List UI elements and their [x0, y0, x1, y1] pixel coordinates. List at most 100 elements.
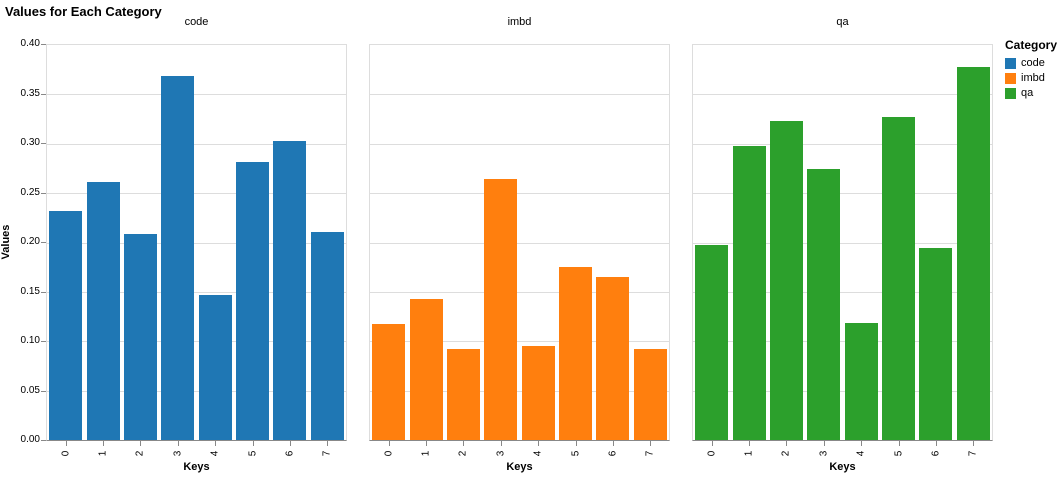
y-tick-mark [41, 44, 46, 45]
x-tick-mark [501, 441, 502, 446]
x-tick-mark [140, 441, 141, 446]
y-tick-mark [41, 341, 46, 342]
x-tick-label: 0 [383, 450, 395, 457]
bar-code-2 [124, 234, 157, 440]
x-tick-mark [936, 441, 937, 446]
x-tick-label: 5 [570, 450, 582, 457]
x-tick-label: 3 [172, 450, 184, 457]
facet-title-qa: qa [836, 16, 849, 28]
x-tick-mark [426, 441, 427, 446]
y-tick-label: 0.00 [20, 434, 40, 445]
x-tick-label: 2 [457, 450, 469, 457]
gridline [693, 243, 992, 244]
legend-title: Category [1005, 38, 1058, 52]
gridline [693, 292, 992, 293]
x-tick-mark [824, 441, 825, 446]
legend: Category code imbd qa [1005, 38, 1057, 101]
x-axis-title: Keys [829, 461, 856, 473]
x-tick-label: 7 [321, 450, 333, 457]
gridline [370, 144, 669, 145]
y-tick-mark [41, 292, 46, 293]
bar-qa-4 [845, 323, 878, 440]
gridline [370, 193, 669, 194]
y-tick-label: 0.05 [20, 385, 40, 396]
gridline [693, 391, 992, 392]
x-tick-mark [253, 441, 254, 446]
y-tick-mark [41, 440, 46, 441]
legend-label: code [1021, 57, 1045, 69]
bar-qa-3 [807, 169, 840, 440]
x-tick-label: 0 [706, 450, 718, 457]
bar-code-0 [49, 211, 82, 440]
gridline [370, 94, 669, 95]
x-tick-mark [66, 441, 67, 446]
gridline [693, 144, 992, 145]
y-tick-label: 0.40 [20, 38, 40, 49]
gridline [47, 144, 346, 145]
legend-label: qa [1021, 87, 1034, 99]
bar-imbd-3 [484, 179, 517, 440]
x-tick-label: 7 [644, 450, 656, 457]
bar-qa-0 [695, 245, 728, 440]
legend-item-imbd: imbd [1005, 71, 1057, 85]
qa-color-swatch [1005, 87, 1016, 99]
bar-code-3 [161, 76, 194, 440]
x-axis-title: Keys [506, 461, 533, 473]
y-tick-label: 0.25 [20, 187, 40, 198]
legend-item-code: code [1005, 56, 1057, 70]
x-tick-label: 1 [743, 450, 755, 457]
bar-qa-6 [919, 248, 952, 440]
x-tick-mark [389, 441, 390, 446]
x-tick-label: 2 [780, 450, 792, 457]
y-tick-mark [41, 94, 46, 95]
y-tick-label: 0.30 [20, 137, 40, 148]
x-tick-label: 6 [607, 450, 619, 457]
x-tick-label: 4 [532, 450, 544, 457]
y-tick-label: 0.20 [20, 236, 40, 247]
bar-code-7 [311, 232, 344, 440]
x-tick-mark [613, 441, 614, 446]
gridline [47, 193, 346, 194]
gridline [47, 243, 346, 244]
y-tick-label: 0.15 [20, 286, 40, 297]
x-tick-label: 7 [967, 450, 979, 457]
gridline [47, 292, 346, 293]
bar-code-5 [236, 162, 269, 440]
x-tick-label: 4 [209, 450, 221, 457]
y-tick-label: 0.10 [20, 335, 40, 346]
bar-qa-5 [882, 117, 915, 440]
bar-qa-2 [770, 121, 803, 440]
facet-panel-imbd [369, 44, 670, 441]
bar-code-4 [199, 295, 232, 440]
x-tick-label: 3 [495, 450, 507, 457]
gridline [370, 341, 669, 342]
x-tick-mark [327, 441, 328, 446]
x-tick-mark [861, 441, 862, 446]
x-tick-label: 2 [134, 450, 146, 457]
bar-imbd-7 [634, 349, 667, 440]
bar-qa-7 [957, 67, 990, 440]
x-tick-mark [538, 441, 539, 446]
x-tick-mark [712, 441, 713, 446]
bar-qa-1 [733, 146, 766, 440]
x-tick-label: 1 [97, 450, 109, 457]
y-tick-mark [41, 391, 46, 392]
x-tick-label: 1 [420, 450, 432, 457]
gridline [370, 292, 669, 293]
gridline [693, 341, 992, 342]
x-tick-label: 5 [893, 450, 905, 457]
x-tick-mark [463, 441, 464, 446]
chart-title: Values for Each Category [5, 4, 162, 19]
x-tick-mark [786, 441, 787, 446]
x-tick-mark [650, 441, 651, 446]
x-tick-label: 5 [247, 450, 259, 457]
gridline [693, 94, 992, 95]
x-tick-label: 3 [818, 450, 830, 457]
x-tick-mark [899, 441, 900, 446]
y-tick-mark [41, 193, 46, 194]
y-tick-mark [41, 242, 46, 243]
facet-title-imbd: imbd [507, 16, 532, 28]
x-tick-mark [215, 441, 216, 446]
bar-imbd-5 [559, 267, 592, 440]
